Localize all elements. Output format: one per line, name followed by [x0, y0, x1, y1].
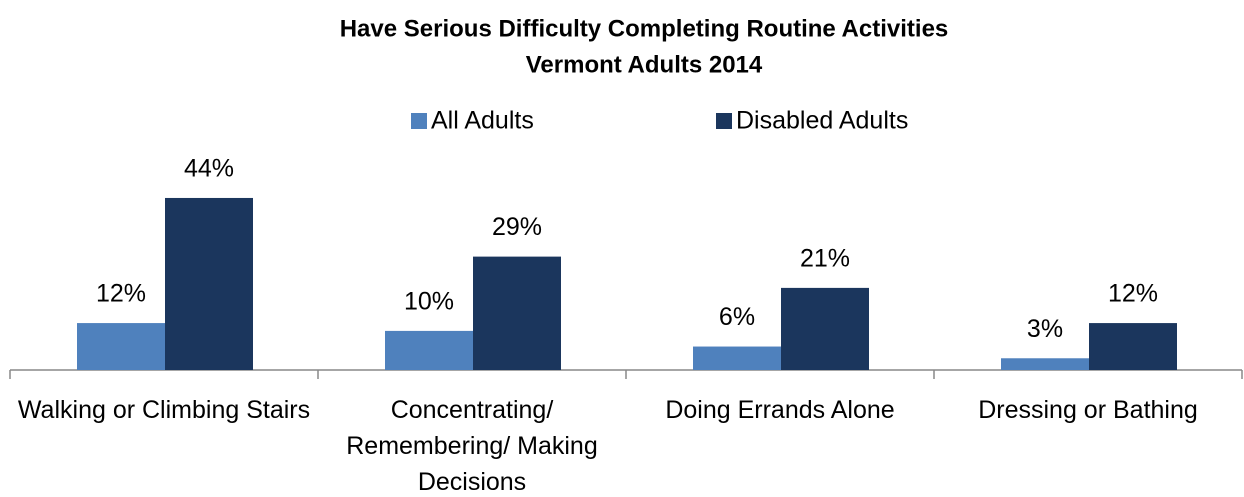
legend-label: All Adults — [431, 107, 534, 135]
bar — [1001, 358, 1089, 370]
bar — [165, 197, 253, 370]
value-label: 21% — [800, 244, 850, 272]
bar — [77, 323, 165, 370]
value-label: 10% — [404, 288, 454, 316]
value-label: 29% — [492, 213, 542, 241]
bar — [473, 256, 561, 370]
x-tick-label: Doing Errands Alone — [665, 396, 895, 424]
bar — [781, 287, 869, 370]
x-tick-label: Concentrating/ Remembering/ Making Decis… — [346, 396, 598, 496]
legend-swatch — [716, 113, 732, 129]
chart-title: Have Serious Difficulty Completing Routi… — [340, 15, 949, 42]
x-tick-label: Dressing or Bathing — [978, 396, 1198, 424]
bar — [1089, 323, 1177, 370]
value-label: 12% — [96, 280, 146, 308]
bar — [693, 346, 781, 370]
value-label: 12% — [1108, 280, 1158, 308]
legend-swatch — [411, 113, 427, 129]
value-label: 6% — [719, 303, 755, 331]
value-label: 3% — [1027, 315, 1063, 343]
chart-subtitle: Vermont Adults 2014 — [526, 51, 763, 78]
legend-label: Disabled Adults — [736, 107, 908, 135]
x-tick-label: Walking or Climbing Stairs — [17, 396, 311, 424]
value-label: 44% — [184, 155, 234, 183]
bar — [385, 330, 473, 370]
